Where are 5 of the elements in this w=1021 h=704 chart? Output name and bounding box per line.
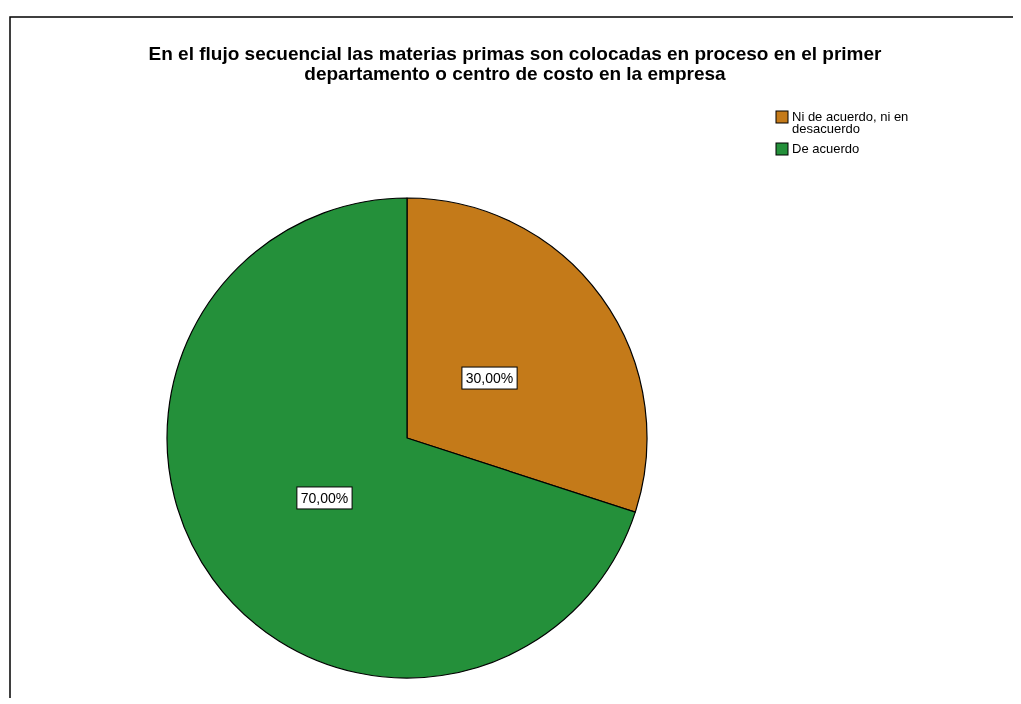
chart-title: En el flujo secuencial las materias primas son colocadas en proceso en el primer departamento o centro de costo en la empresa (148, 43, 883, 84)
data-label: 30,00% (465, 370, 514, 387)
data-label: 70,00% (300, 489, 349, 506)
legend-label: Ni de acuerdo, ni en desacuerdo (792, 109, 909, 136)
legend-label: De acuerdo (792, 141, 860, 156)
